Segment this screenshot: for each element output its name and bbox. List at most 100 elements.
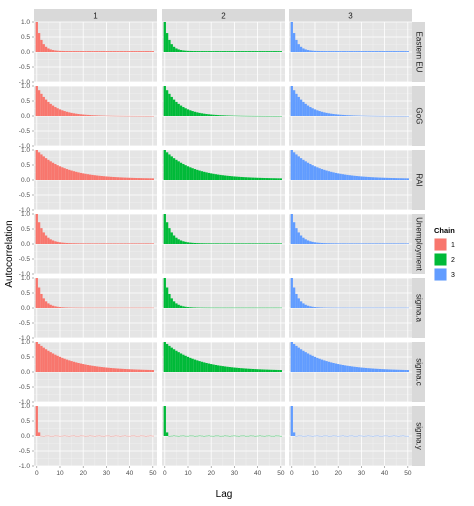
autocorrelation-bar — [226, 115, 229, 116]
autocorrelation-bar — [388, 243, 391, 244]
autocorrelation-bar — [123, 51, 127, 52]
autocorrelation-bar — [58, 50, 62, 52]
autocorrelation-bar — [93, 175, 96, 180]
autocorrelation-bar — [123, 177, 127, 180]
autocorrelation-bar — [72, 171, 76, 180]
y-tick-label: -0.5 — [19, 448, 31, 455]
autocorrelation-bar — [40, 293, 43, 308]
autocorrelation-bar — [191, 358, 194, 372]
autocorrelation-bar — [54, 306, 57, 308]
autocorrelation-bar — [205, 114, 208, 116]
autocorrelation-bar — [256, 177, 259, 180]
autocorrelation-bar — [221, 51, 224, 52]
autocorrelation-bar — [175, 237, 178, 244]
autocorrelation-bar — [402, 178, 405, 180]
autocorrelation-bar — [360, 176, 363, 180]
autocorrelation-bar — [279, 51, 282, 52]
autocorrelation-bar — [254, 51, 257, 52]
autocorrelation-bar — [214, 243, 218, 244]
autocorrelation-bar — [189, 242, 192, 244]
autocorrelation-bar — [309, 241, 312, 244]
autocorrelation-bar — [186, 50, 190, 52]
autocorrelation-bar — [61, 50, 64, 52]
autocorrelation-bar — [182, 164, 185, 180]
autocorrelation-bar — [381, 369, 384, 372]
autocorrelation-bar — [242, 368, 245, 372]
autocorrelation-bar — [128, 177, 131, 180]
autocorrelation-bar — [91, 115, 94, 116]
autocorrelation-bar — [147, 51, 150, 52]
autocorrelation-bar — [100, 367, 103, 372]
y-tick-label: 0.5 — [21, 98, 30, 105]
autocorrelation-bar — [82, 173, 85, 180]
autocorrelation-bar — [191, 307, 194, 308]
autocorrelation-bar — [272, 369, 276, 372]
autocorrelation-bar — [311, 241, 314, 244]
autocorrelation-bar — [196, 360, 199, 372]
autocorrelation-bar — [128, 243, 131, 244]
autocorrelation-bar — [93, 115, 96, 116]
autocorrelation-bar — [112, 243, 115, 244]
autocorrelation-bar — [313, 50, 317, 52]
autocorrelation-bar — [397, 51, 400, 52]
facet-col-strip — [34, 9, 157, 22]
autocorrelation-bar — [47, 159, 50, 180]
autocorrelation-bar — [334, 243, 338, 244]
autocorrelation-bar — [56, 165, 59, 180]
autocorrelation-bar — [327, 243, 331, 244]
autocorrelation-bar — [275, 178, 278, 180]
facet-row-label: Eastern EU — [414, 32, 423, 73]
y-tick-label: 0.5 — [21, 162, 30, 169]
autocorrelation-bar — [144, 51, 148, 52]
autocorrelation-bar — [337, 51, 340, 52]
autocorrelation-bar — [37, 432, 41, 436]
autocorrelation-bar — [116, 51, 120, 52]
autocorrelation-bar — [261, 243, 264, 244]
autocorrelation-bar — [337, 364, 340, 372]
autocorrelation-bar — [233, 367, 236, 372]
autocorrelation-bar — [84, 364, 87, 372]
autocorrelation-bar — [226, 366, 229, 372]
autocorrelation-bar — [168, 228, 171, 244]
autocorrelation-bar — [42, 156, 45, 180]
autocorrelation-bar — [130, 177, 134, 180]
autocorrelation-bar — [378, 177, 382, 180]
autocorrelation-bar — [75, 51, 78, 52]
autocorrelation-bar — [40, 228, 43, 244]
autocorrelation-bar — [341, 243, 345, 244]
autocorrelation-bar — [369, 243, 372, 244]
autocorrelation-bar — [163, 22, 166, 52]
autocorrelation-bar — [130, 51, 134, 52]
autocorrelation-bar — [357, 51, 361, 52]
autocorrelation-bar — [325, 112, 328, 116]
autocorrelation-bar — [205, 172, 208, 180]
autocorrelation-bar — [311, 355, 314, 372]
autocorrelation-bar — [309, 107, 312, 116]
autocorrelation-bar — [316, 110, 319, 116]
facet-row-label: sigma.c — [414, 358, 423, 386]
autocorrelation-bar — [327, 171, 331, 180]
y-axis-title: Autocorrelation — [4, 220, 15, 287]
autocorrelation-bar — [339, 114, 342, 116]
autocorrelation-bar — [374, 177, 377, 180]
autocorrelation-bar — [357, 176, 361, 180]
autocorrelation-bar — [339, 243, 342, 244]
autocorrelation-bar — [316, 357, 319, 372]
x-axis-title: Lag — [216, 489, 233, 500]
autocorrelation-bar — [353, 243, 356, 244]
autocorrelation-bar — [200, 171, 204, 180]
x-tick-label: 40 — [126, 470, 134, 477]
autocorrelation-bar — [277, 243, 280, 244]
autocorrelation-bar — [49, 239, 52, 244]
autocorrelation-bar — [51, 240, 55, 244]
autocorrelation-bar — [388, 177, 391, 180]
autocorrelation-bar — [325, 361, 328, 372]
autocorrelation-bar — [133, 243, 136, 244]
autocorrelation-bar — [168, 154, 171, 180]
autocorrelation-bar — [58, 307, 62, 308]
autocorrelation-bar — [344, 51, 347, 52]
autocorrelation-bar — [242, 177, 245, 180]
autocorrelation-bar — [295, 293, 298, 308]
autocorrelation-bar — [346, 174, 349, 180]
legend-label: 2 — [451, 257, 455, 264]
